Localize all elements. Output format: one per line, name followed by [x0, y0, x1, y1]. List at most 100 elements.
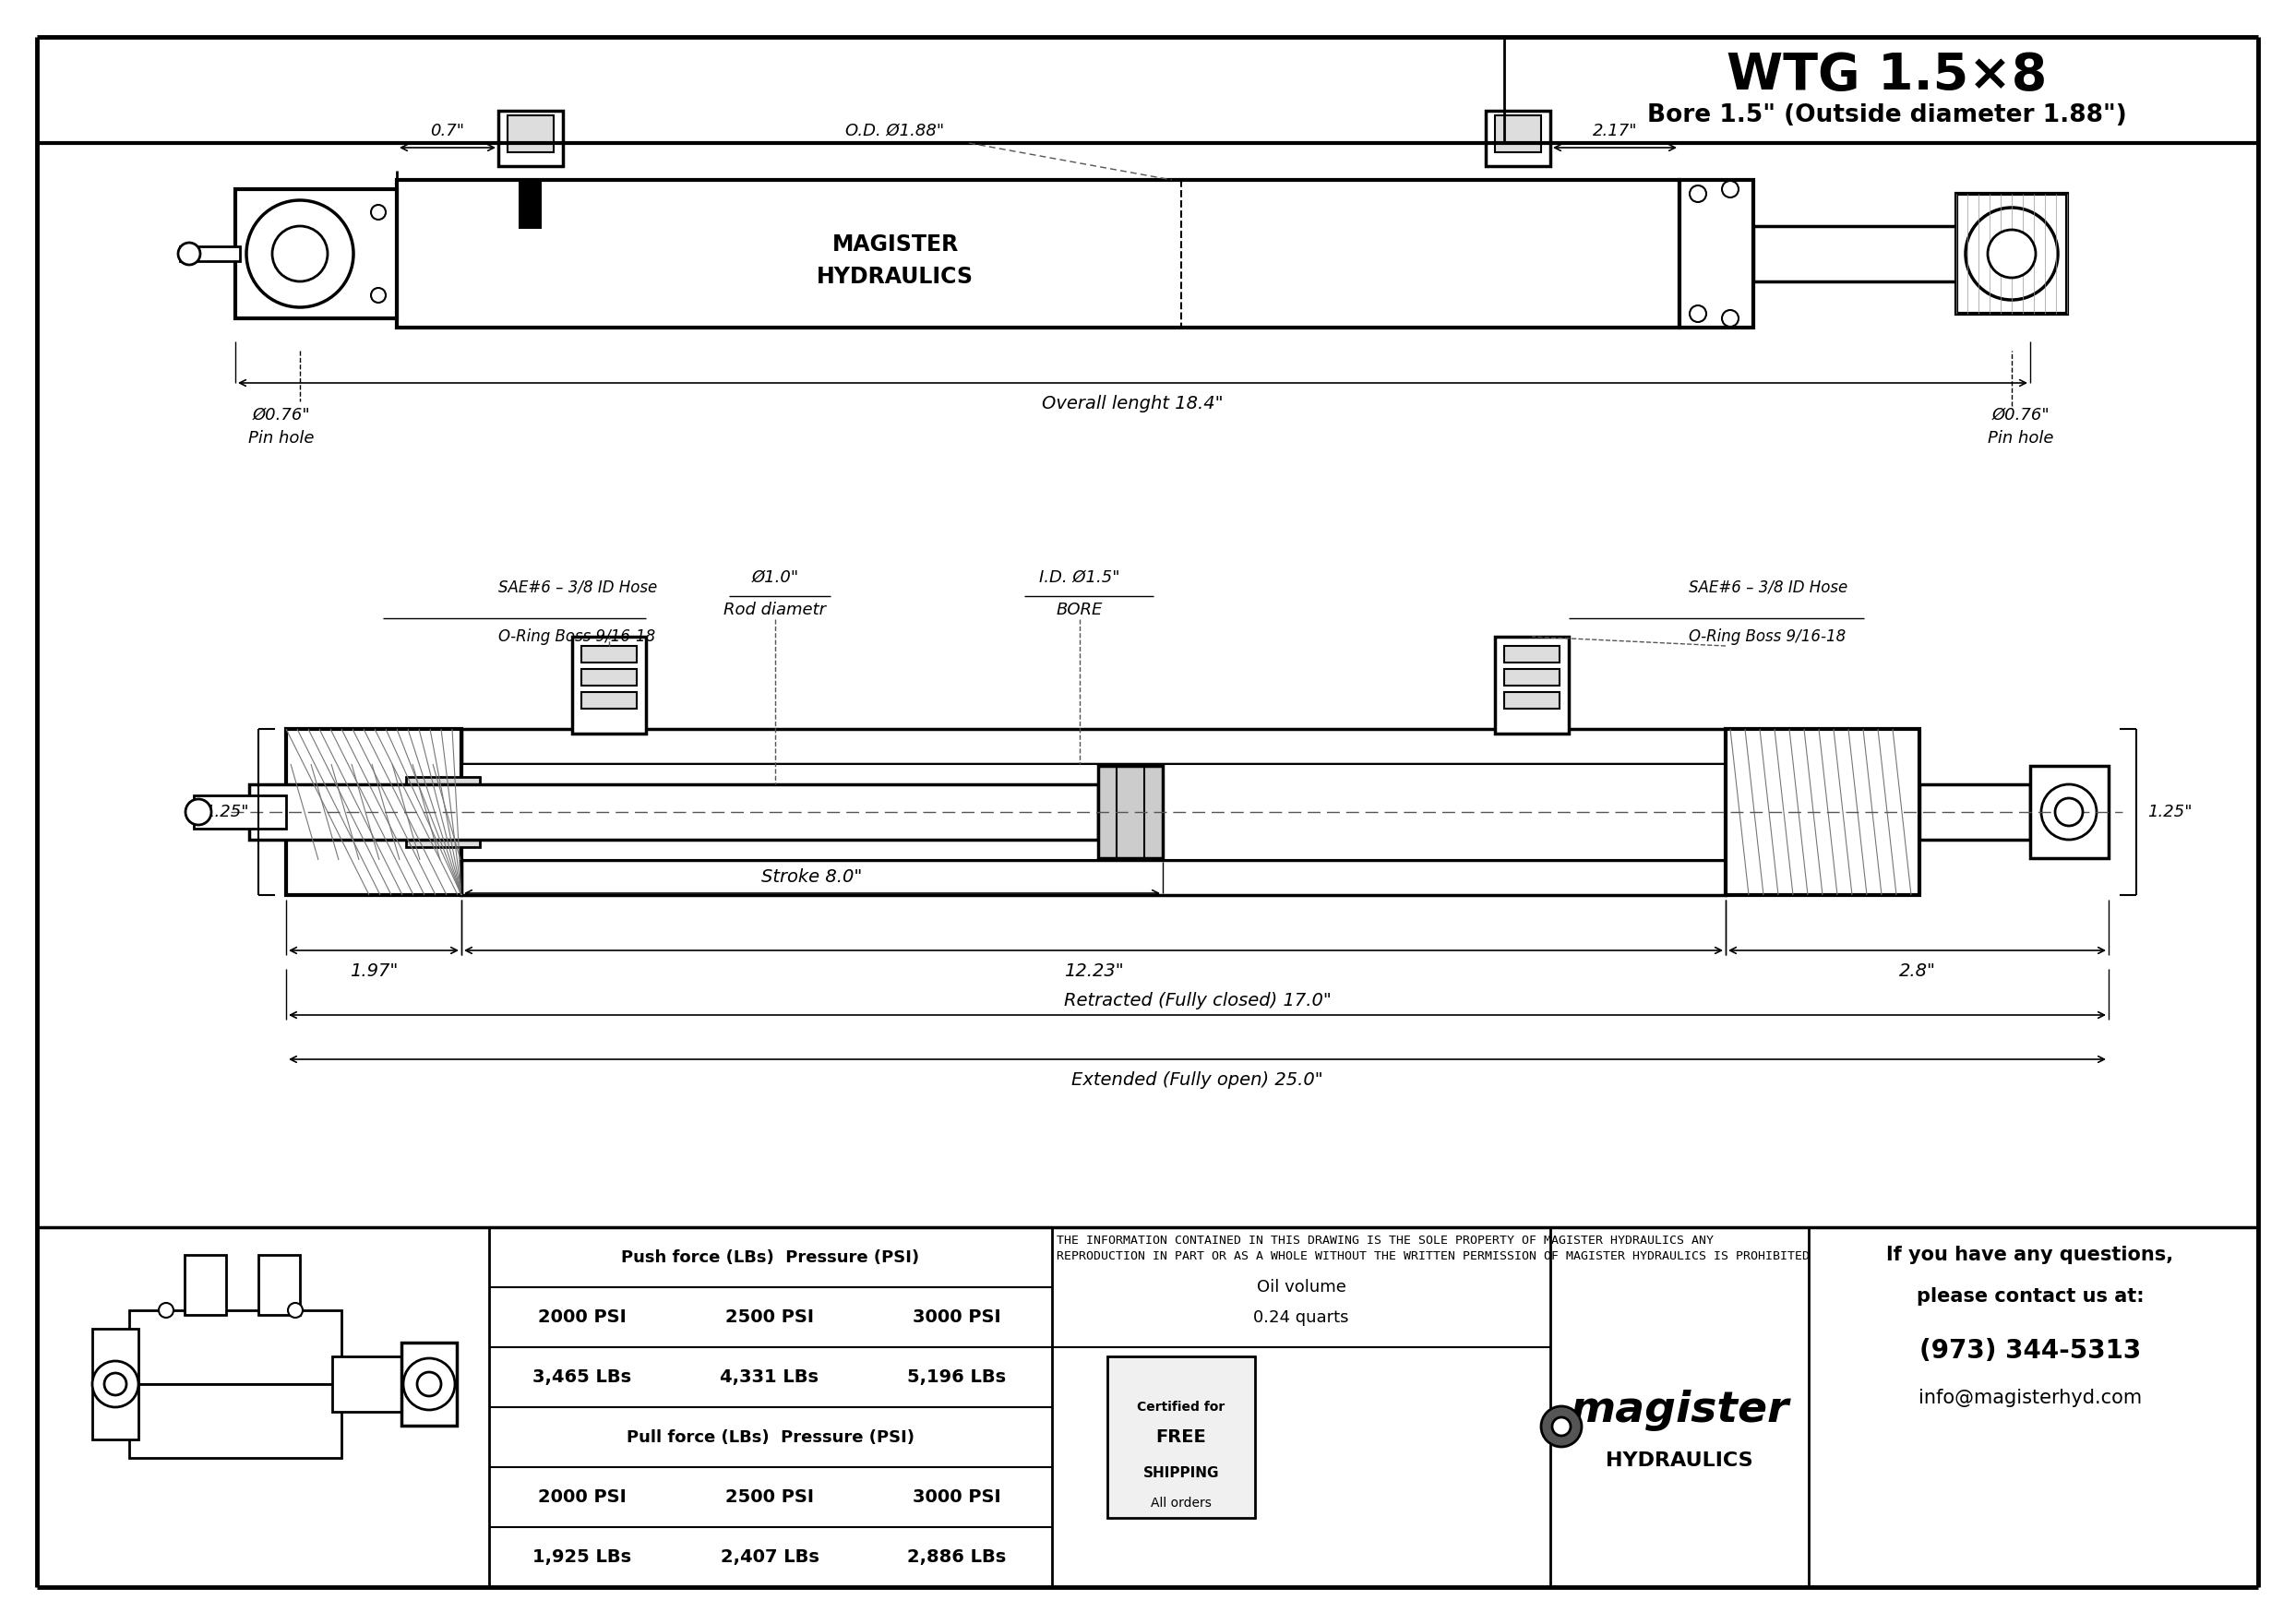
Bar: [179, 247, 241, 261]
Text: Pull force (LBs)  Pressure (PSI): Pull force (LBs) Pressure (PSI): [627, 1429, 913, 1445]
Bar: [92, 1328, 138, 1439]
Text: SAE#6 – 3/8 ID Hose: SAE#6 – 3/8 ID Hose: [1689, 578, 1847, 594]
Text: I.D. Ø1.5": I.D. Ø1.5": [1040, 570, 1120, 586]
Text: FREE: FREE: [1157, 1429, 1207, 1445]
Circle shape: [273, 226, 328, 281]
Bar: [581, 669, 636, 685]
Circle shape: [2054, 797, 2084, 827]
Text: 0.24 quarts: 0.24 quarts: [1253, 1309, 1349, 1325]
Circle shape: [404, 1358, 454, 1410]
Bar: [1494, 637, 1570, 734]
Text: O-Ring Boss 9/16-18: O-Ring Boss 9/16-18: [498, 628, 656, 645]
Text: 2.8": 2.8": [1898, 961, 1935, 979]
Circle shape: [287, 1302, 303, 1317]
Text: 1.25": 1.25": [2148, 804, 2192, 820]
Text: 3000 PSI: 3000 PSI: [913, 1488, 1001, 1505]
Text: 0.7": 0.7": [431, 123, 464, 140]
Circle shape: [103, 1372, 126, 1395]
Circle shape: [1965, 208, 2059, 300]
Bar: [1485, 110, 1551, 166]
Bar: [397, 180, 1680, 328]
Bar: [184, 1255, 227, 1315]
Bar: [1108, 1356, 1255, 1518]
Text: Extended (Fully open) 25.0": Extended (Fully open) 25.0": [1072, 1070, 1324, 1088]
Text: BORE: BORE: [1056, 601, 1104, 619]
Circle shape: [372, 287, 386, 302]
Text: 2500 PSI: 2500 PSI: [725, 1488, 815, 1505]
Text: Certified for: Certified for: [1138, 1400, 1226, 1413]
Text: 3,465 LBs: 3,465 LBs: [532, 1369, 631, 1385]
Text: Retracted (Fully closed) 17.0": Retracted (Fully closed) 17.0": [1063, 992, 1331, 1009]
Bar: [581, 646, 636, 663]
Bar: [259, 1255, 301, 1315]
Bar: [333, 1356, 406, 1411]
Bar: [507, 115, 553, 153]
Bar: [250, 784, 1097, 840]
Bar: [498, 110, 562, 166]
Text: 4,331 LBs: 4,331 LBs: [721, 1369, 819, 1385]
Circle shape: [372, 205, 386, 219]
Text: 2,886 LBs: 2,886 LBs: [907, 1548, 1008, 1566]
Text: MAGISTER: MAGISTER: [831, 234, 959, 255]
Bar: [1726, 729, 1919, 895]
Circle shape: [246, 200, 353, 307]
Text: O.D. Ø1.88": O.D. Ø1.88": [845, 123, 946, 140]
Circle shape: [92, 1361, 138, 1406]
Bar: [287, 729, 461, 895]
Bar: [1097, 767, 1164, 857]
Text: Ø0.76": Ø0.76": [1992, 408, 2049, 424]
Text: Pin hole: Pin hole: [248, 430, 314, 447]
Text: 2.17": 2.17": [1593, 123, 1636, 140]
Bar: [1503, 692, 1561, 708]
Bar: [1680, 180, 1753, 328]
Bar: [193, 796, 287, 828]
Text: 2,407 LBs: 2,407 LBs: [721, 1548, 819, 1566]
Bar: [461, 861, 1726, 895]
Text: Bore 1.5" (Outside diameter 1.88"): Bore 1.5" (Outside diameter 1.88"): [1648, 104, 2127, 127]
Circle shape: [179, 242, 200, 265]
Bar: [406, 776, 480, 848]
Text: Oil volume: Oil volume: [1255, 1280, 1345, 1296]
Circle shape: [1689, 185, 1705, 201]
Bar: [1753, 226, 1955, 281]
Text: 2500 PSI: 2500 PSI: [725, 1309, 815, 1325]
Text: HYDRAULICS: HYDRAULICS: [817, 266, 973, 287]
Text: Ø0.76": Ø0.76": [252, 408, 310, 424]
Text: Ø1.0": Ø1.0": [750, 570, 799, 586]
Text: 1,925 LBs: 1,925 LBs: [532, 1548, 631, 1566]
Text: Overall lenght 18.4": Overall lenght 18.4": [1042, 395, 1223, 412]
Bar: [1494, 115, 1540, 153]
Text: If you have any questions,: If you have any questions,: [1886, 1246, 2173, 1263]
Text: 12.23": 12.23": [1063, 961, 1122, 979]
Bar: [2031, 767, 2109, 857]
Text: 1.97": 1.97": [349, 961, 397, 979]
Text: 1.25": 1.25": [204, 804, 250, 820]
Text: 2000 PSI: 2000 PSI: [537, 1309, 627, 1325]
Bar: [1503, 646, 1561, 663]
Circle shape: [158, 1302, 174, 1317]
Bar: [402, 1343, 457, 1426]
Circle shape: [1689, 305, 1705, 322]
Text: 5,196 LBs: 5,196 LBs: [907, 1369, 1008, 1385]
Text: please contact us at:: please contact us at:: [1916, 1288, 2144, 1306]
Bar: [236, 188, 397, 318]
Circle shape: [186, 799, 211, 825]
Bar: [461, 763, 1726, 861]
Text: Pin hole: Pin hole: [1987, 430, 2054, 447]
Text: 3000 PSI: 3000 PSI: [913, 1309, 1001, 1325]
Text: info@magisterhyd.com: info@magisterhyd.com: [1919, 1389, 2141, 1406]
Bar: [1955, 193, 2068, 313]
Bar: [129, 1384, 342, 1458]
Circle shape: [2040, 784, 2098, 840]
Text: All orders: All orders: [1150, 1497, 1212, 1510]
Bar: [1503, 669, 1561, 685]
Text: WTG 1.5×8: WTG 1.5×8: [1726, 50, 2047, 101]
Circle shape: [1540, 1406, 1581, 1447]
Circle shape: [1551, 1418, 1570, 1436]
Bar: [581, 692, 636, 708]
Bar: [571, 637, 645, 734]
Bar: [519, 180, 542, 229]
Bar: [129, 1311, 342, 1384]
Circle shape: [1987, 229, 2036, 278]
Circle shape: [418, 1372, 441, 1397]
